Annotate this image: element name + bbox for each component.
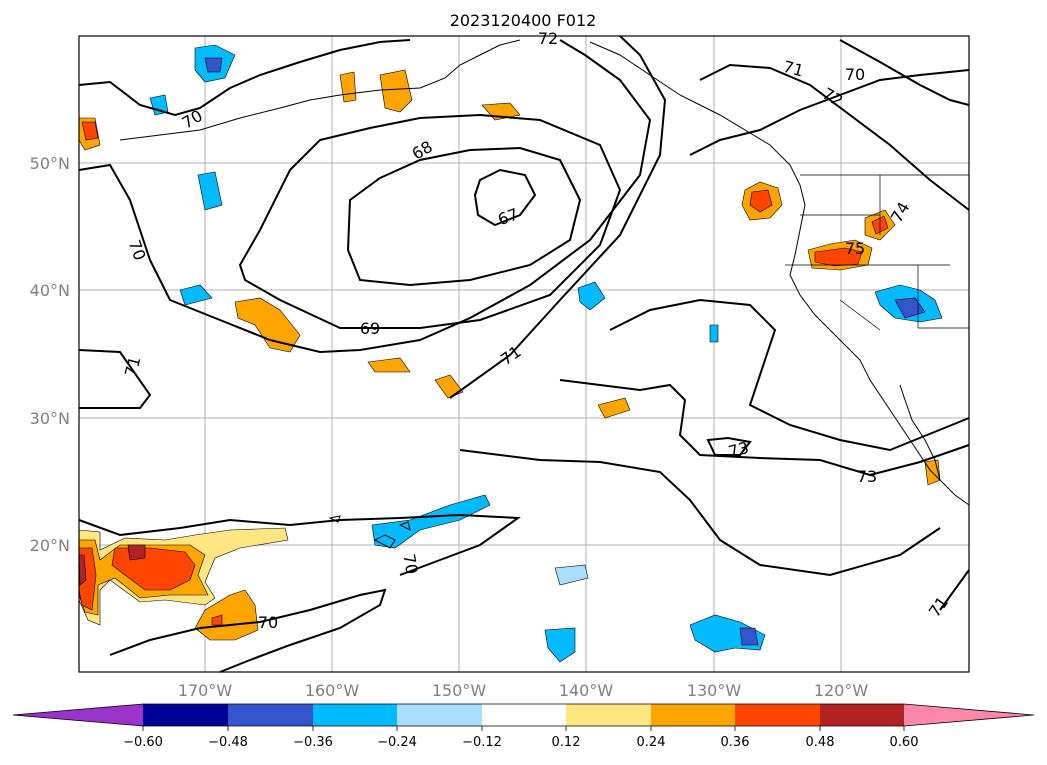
contour-70-north (78, 39, 411, 117)
warm-patch-california-core (814, 247, 863, 267)
map-background (79, 36, 969, 672)
colorbar: −0.60 −0.48 −0.36 −0.24 −0.12 0.12 0.24 0.36 0.4… (12, 703, 1035, 750)
contour-70-ring (78, 39, 652, 354)
coastline-baja (899, 384, 941, 481)
map-frame (78, 35, 970, 673)
state-borders (785, 174, 969, 331)
contour-68 (346, 146, 582, 287)
colorbar-segment (820, 704, 904, 726)
contour-72-ne (699, 63, 970, 211)
colorbar-tick-label: −0.36 (293, 735, 333, 750)
colorbar-tick-label: 0.48 (806, 735, 835, 750)
contour-label: 71 (781, 57, 806, 81)
warm-patch-central-b (434, 374, 464, 399)
lat-label: 40°N (30, 281, 70, 300)
lon-label: 130°W (687, 681, 742, 700)
gridlines (79, 36, 969, 672)
lat-label: 50°N (30, 154, 70, 173)
colorbar-tick-label: 0.12 (552, 735, 581, 750)
contour-71-south (78, 513, 521, 576)
coastlines (119, 39, 970, 549)
colorbar-segment (735, 704, 820, 726)
colorbar-segment (482, 704, 566, 726)
colorbar-tick-label: −0.60 (123, 735, 163, 750)
contour-label: 72 (538, 29, 558, 48)
colorbar-segment (397, 704, 482, 726)
lon-label: 150°W (432, 681, 487, 700)
warm-patch-west-pacific (234, 297, 301, 353)
cold-patch-bering (197, 171, 223, 211)
contour-label: 73 (726, 438, 751, 462)
lon-label: 160°W (305, 681, 360, 700)
coastline-aleutians (119, 39, 521, 141)
cold-patch-basin-core (894, 297, 926, 319)
contour-67 (473, 168, 537, 227)
cold-patch-alaska-core (204, 57, 223, 73)
map-panel: 72 71 70 72 70 68 67 70 69 71 71 73 73 7… (78, 29, 970, 673)
height-contours (78, 35, 970, 673)
cold-patch-mid (577, 281, 606, 311)
colorbar-tick-label: 0.36 (721, 735, 750, 750)
cold-patch-west (179, 284, 213, 306)
contour-74 (459, 449, 941, 577)
lat-label: 30°N (30, 409, 70, 428)
contour-71 (78, 35, 667, 409)
lon-label: 120°W (814, 681, 869, 700)
lat-axis-labels: 50°N 40°N 30°N 20°N (30, 154, 70, 555)
coastline-north-america (589, 41, 970, 506)
colorbar-segment (313, 704, 397, 726)
filled-anomalies (78, 44, 943, 663)
cold-patch-offshore (709, 324, 719, 343)
cold-patch-small (554, 564, 589, 586)
contour-71-se (939, 569, 970, 611)
warm-patch-central (367, 357, 411, 373)
contour-70-south (109, 588, 387, 673)
warm-patch-far-west-core (81, 121, 99, 141)
colorbar-extend-low (13, 704, 143, 726)
contour-label: 70 (845, 65, 865, 84)
colorbar-segment (566, 704, 651, 726)
colorbar-segment (228, 704, 313, 726)
colorbar-segment (143, 704, 228, 726)
colorbar-tick-label: −0.12 (462, 735, 502, 750)
colorbar-tick-label: −0.24 (377, 735, 417, 750)
lon-label: 170°W (178, 681, 233, 700)
colorbar-extend-high (904, 704, 1034, 726)
contour-label: 70 (399, 552, 421, 575)
warm-patch-central-c (597, 397, 631, 419)
colorbar-tick-label: 0.24 (637, 735, 666, 750)
lon-label: 140°W (559, 681, 614, 700)
cold-patch-south (544, 627, 576, 663)
contour-label: 69 (360, 319, 380, 338)
colorbar-tick-label: 0.60 (890, 735, 919, 750)
contour-73-small (706, 436, 752, 456)
colorbar-segment (651, 704, 735, 726)
warm-patch-core-edge (78, 554, 87, 586)
lat-label: 20°N (30, 536, 70, 555)
contour-label: 71 (121, 354, 145, 379)
contour-72-loop (609, 298, 970, 452)
warm-patch-aleutian (379, 69, 413, 113)
cold-patch-south-east-core (739, 627, 759, 646)
contour-73 (559, 379, 970, 477)
lon-axis-labels: 170°W 160°W 150°W 140°W 130°W 120°W (178, 681, 869, 700)
figure-title: 2023120400 F012 (450, 11, 597, 30)
contour-69 (238, 113, 622, 329)
warm-patch-core (127, 544, 146, 561)
warm-patch-offshore-core (749, 189, 773, 213)
colorbar-tick-label: −0.48 (208, 735, 248, 750)
contour-70-ne (839, 39, 970, 106)
contour-71-ne (689, 69, 970, 156)
contour-label: 73 (857, 467, 877, 486)
contour-label: 75 (845, 239, 865, 258)
cold-patch-hawaii (371, 494, 491, 549)
contour-label: 70 (258, 613, 278, 632)
